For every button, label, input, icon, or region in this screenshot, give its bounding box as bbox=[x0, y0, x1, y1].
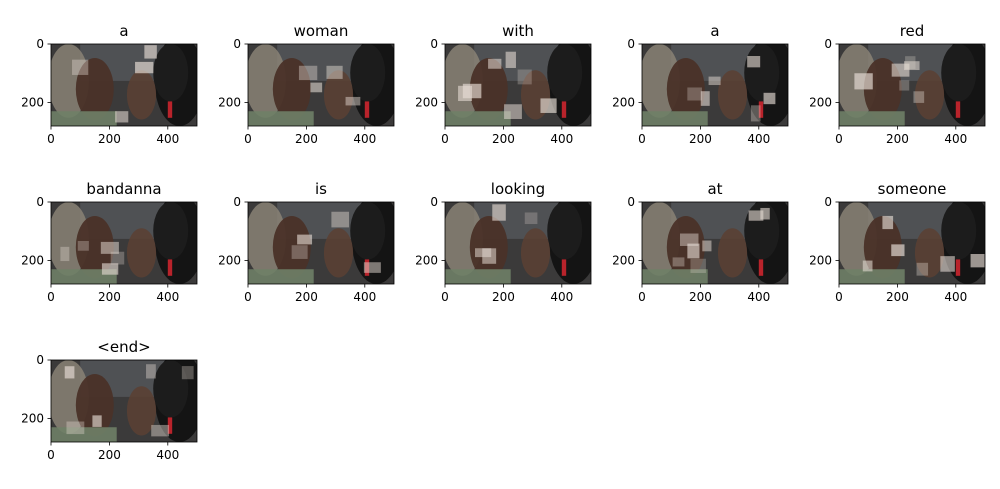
y-tick-label: 200 bbox=[612, 254, 635, 268]
x-tick-label: 200 bbox=[98, 132, 121, 146]
y-tick-label: 200 bbox=[21, 96, 44, 110]
photo-image bbox=[445, 44, 591, 126]
x-tick-label: 200 bbox=[492, 290, 515, 304]
y-tick-label: 200 bbox=[218, 254, 241, 268]
x-tick-label: 0 bbox=[638, 132, 646, 146]
y-tick-label: 0 bbox=[36, 37, 44, 51]
photo-image bbox=[839, 202, 985, 284]
attention-panel: at 0 200 400 0 200 bbox=[612, 180, 789, 304]
photo-image bbox=[248, 202, 394, 284]
attention-panel: a 0 200 400 0 200 bbox=[612, 22, 789, 146]
panel-title: a bbox=[710, 22, 719, 40]
photo-image bbox=[248, 44, 394, 126]
x-tick-label: 0 bbox=[244, 290, 252, 304]
x-tick-label: 0 bbox=[47, 132, 55, 146]
x-tick-label: 200 bbox=[689, 290, 712, 304]
photo-image bbox=[642, 202, 788, 284]
attention-panel: bandanna 0 200 400 0 200 bbox=[21, 180, 198, 304]
x-tick-label: 400 bbox=[747, 132, 770, 146]
y-tick-label: 200 bbox=[218, 96, 241, 110]
x-tick-label: 0 bbox=[244, 132, 252, 146]
photo-image bbox=[839, 44, 985, 126]
photo-image bbox=[51, 202, 197, 284]
x-tick-label: 200 bbox=[886, 132, 909, 146]
y-tick-label: 200 bbox=[21, 254, 44, 268]
panel-title: <end> bbox=[97, 338, 150, 356]
x-tick-label: 400 bbox=[353, 290, 376, 304]
y-tick-label: 0 bbox=[824, 195, 832, 209]
x-tick-label: 0 bbox=[638, 290, 646, 304]
y-tick-label: 200 bbox=[21, 412, 44, 426]
attention-panel: red 0 200 400 0 200 bbox=[809, 22, 986, 146]
x-tick-label: 400 bbox=[550, 132, 573, 146]
photo-image bbox=[445, 202, 591, 284]
y-tick-label: 0 bbox=[430, 195, 438, 209]
attention-panel: looking 0 200 400 0 200 bbox=[415, 180, 592, 304]
x-tick-label: 400 bbox=[550, 290, 573, 304]
y-tick-label: 0 bbox=[36, 195, 44, 209]
y-tick-label: 200 bbox=[415, 254, 438, 268]
y-tick-label: 0 bbox=[627, 37, 635, 51]
attention-panel: a 0 200 400 0 200 bbox=[21, 22, 198, 146]
attention-panel: someone 0 200 400 0 200 bbox=[809, 180, 986, 304]
y-tick-label: 0 bbox=[627, 195, 635, 209]
x-tick-label: 0 bbox=[47, 290, 55, 304]
x-tick-label: 400 bbox=[156, 290, 179, 304]
panel-title: looking bbox=[491, 180, 545, 198]
photo-image bbox=[642, 44, 788, 126]
x-tick-label: 0 bbox=[47, 448, 55, 462]
y-tick-label: 200 bbox=[809, 96, 832, 110]
x-tick-label: 0 bbox=[835, 290, 843, 304]
x-tick-label: 0 bbox=[441, 132, 449, 146]
x-tick-label: 200 bbox=[886, 290, 909, 304]
x-tick-label: 200 bbox=[689, 132, 712, 146]
panel-title: bandanna bbox=[86, 180, 161, 198]
y-tick-label: 0 bbox=[430, 37, 438, 51]
panel-title: is bbox=[315, 180, 327, 198]
x-tick-label: 400 bbox=[944, 290, 967, 304]
x-tick-label: 200 bbox=[492, 132, 515, 146]
panel-title: woman bbox=[294, 22, 349, 40]
x-tick-label: 200 bbox=[295, 132, 318, 146]
y-tick-label: 200 bbox=[809, 254, 832, 268]
panel-title: with bbox=[502, 22, 534, 40]
y-tick-label: 0 bbox=[233, 37, 241, 51]
attention-panel: <end> 0 200 400 0 200 bbox=[21, 338, 198, 462]
attention-panel: woman 0 200 400 0 200 bbox=[218, 22, 395, 146]
x-tick-label: 0 bbox=[835, 132, 843, 146]
attention-panel: with 0 200 400 0 200 bbox=[415, 22, 592, 146]
attention-panel: is 0 200 400 0 200 bbox=[218, 180, 395, 304]
x-tick-label: 0 bbox=[441, 290, 449, 304]
x-tick-label: 200 bbox=[295, 290, 318, 304]
photo-image bbox=[51, 360, 197, 442]
panel-title: red bbox=[900, 22, 925, 40]
photo-image bbox=[51, 44, 197, 126]
y-tick-label: 0 bbox=[824, 37, 832, 51]
x-tick-label: 400 bbox=[747, 290, 770, 304]
panel-title: a bbox=[119, 22, 128, 40]
y-tick-label: 0 bbox=[233, 195, 241, 209]
y-tick-label: 0 bbox=[36, 353, 44, 367]
x-tick-label: 400 bbox=[156, 448, 179, 462]
panel-title: someone bbox=[878, 180, 947, 198]
panel-title: at bbox=[707, 180, 722, 198]
x-tick-label: 400 bbox=[944, 132, 967, 146]
x-tick-label: 200 bbox=[98, 448, 121, 462]
x-tick-label: 400 bbox=[156, 132, 179, 146]
x-tick-label: 200 bbox=[98, 290, 121, 304]
y-tick-label: 200 bbox=[612, 96, 635, 110]
y-tick-label: 200 bbox=[415, 96, 438, 110]
x-tick-label: 400 bbox=[353, 132, 376, 146]
